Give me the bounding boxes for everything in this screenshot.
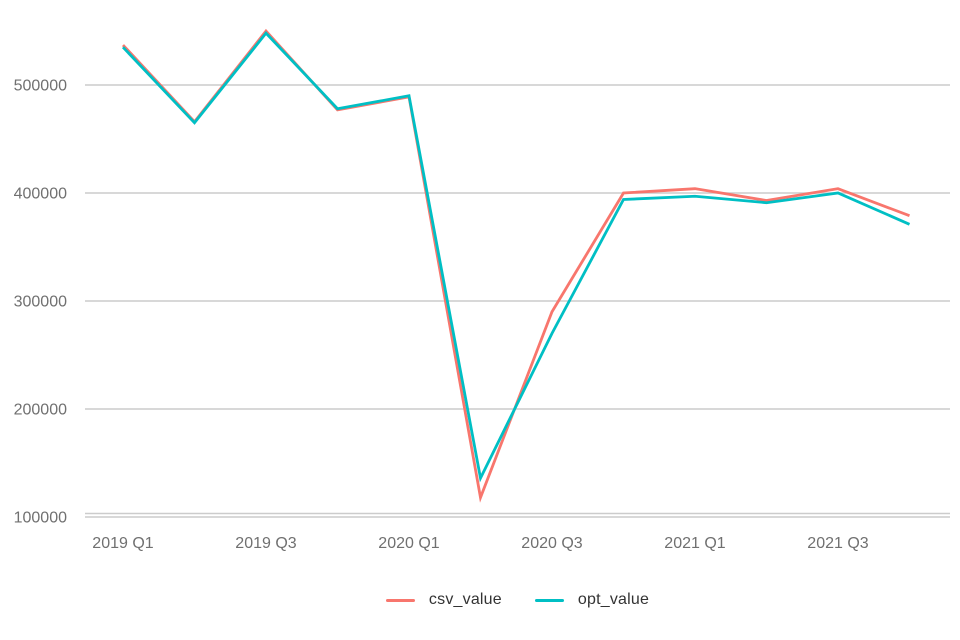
x-axis-tick-label: 2019 Q3 bbox=[235, 535, 296, 552]
csv-value-legend-label: csv_value bbox=[428, 591, 502, 608]
x-axis-tick-label: 2021 Q3 bbox=[807, 535, 868, 552]
x-axis-tick-label: 2020 Q1 bbox=[378, 535, 439, 552]
y-axis-tick-label: 300000 bbox=[14, 294, 67, 311]
csv-value-swatch bbox=[385, 598, 415, 602]
legend-item-opt-value[interactable]: opt_value bbox=[534, 591, 650, 609]
y-axis-tick-label: 100000 bbox=[14, 510, 67, 527]
csv_value-line bbox=[121, 28, 910, 503]
opt-value-swatch bbox=[534, 598, 564, 602]
y-axis-tick-label: 500000 bbox=[14, 78, 67, 95]
y-axis-tick-label: 400000 bbox=[14, 186, 67, 203]
x-axis-tick-label: 2020 Q3 bbox=[521, 535, 582, 552]
opt_value-line bbox=[121, 31, 911, 483]
opt-value-legend-label: opt_value bbox=[577, 591, 650, 608]
x-axis-tick-label: 2019 Q1 bbox=[92, 535, 153, 552]
y-axis-tick-label: 200000 bbox=[14, 402, 67, 419]
chart-legend: csv_value opt_value bbox=[85, 591, 950, 609]
legend-item-csv-value[interactable]: csv_value bbox=[385, 591, 502, 609]
x-axis-tick-label: 2021 Q1 bbox=[664, 535, 725, 552]
